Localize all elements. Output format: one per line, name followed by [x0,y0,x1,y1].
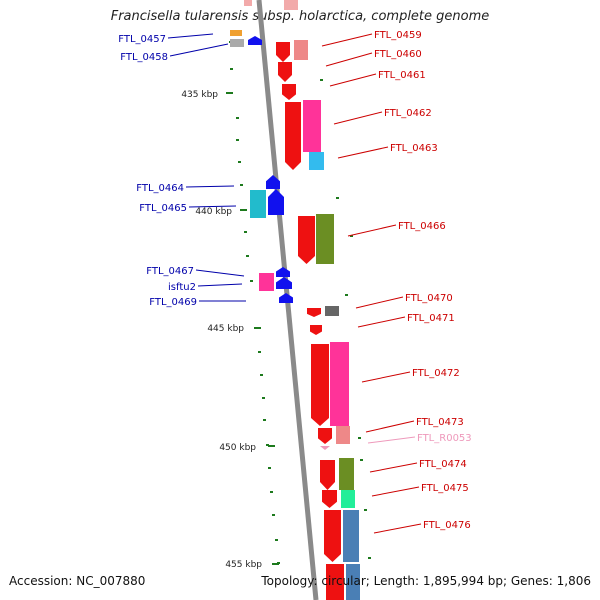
gene-label-FTL_0461: FTL_0461 [378,70,426,81]
gene-FTL_0476 [343,510,359,562]
leader-line [347,224,397,237]
scale-label: 435 kbp [181,90,218,100]
gene-label-FTL_0467: FTL_0467 [146,266,194,277]
leader-line [365,420,415,433]
leader-line [195,269,245,277]
leader-line [197,283,243,287]
leader-line [188,205,237,208]
gene-isftu2 [276,267,290,277]
gene-FTL_0467 [259,273,274,291]
gene-partial [346,564,360,600]
leader-line [329,73,377,87]
gene-FTL_0470 [325,306,339,316]
gene-label-FTL_0459: FTL_0459 [374,30,422,41]
gene-FTL_0471 [310,325,322,335]
gene-FTL_0457 [230,30,242,36]
leader-line [357,316,406,328]
gene-label-FTL_0471: FTL_0471 [407,313,455,324]
gene-label-FTL_0464: FTL_0464 [136,183,184,194]
gene-label-FTL_0474: FTL_0474 [419,459,467,470]
gene-partial [284,0,298,10]
scale-label: 445 kbp [207,324,244,334]
leader-line [369,462,418,473]
gene-FTL_0474 [339,458,354,490]
gene-FTL_0465 [250,190,266,218]
gene-label-FTL_0458: FTL_0458 [120,52,168,63]
gene-FTL_0472-a [311,344,329,426]
gene-FTL_0475-a [322,490,337,508]
gene-FTL_R0053 [320,446,330,450]
gene-partial [244,0,252,6]
gene-FTL_0460-b [278,62,292,82]
gene-partial [326,564,344,600]
leader-line [321,33,373,47]
gene-FTL_0461 [282,84,296,100]
gene-label-FTL_0476: FTL_0476 [423,520,471,531]
genome-summary: Topology: circular; Length: 1,895,994 bp… [261,574,591,588]
gene-FTL_0464 [266,175,280,189]
gene-FTL_0470-a [307,308,321,317]
gene-FTL_0466 [316,214,334,264]
scale-label: 455 kbp [225,560,262,570]
gene-FTL_0466-a [298,216,315,264]
gene-FTL_0473 [336,426,350,444]
gene-arrow-reverse [248,36,262,45]
gene-label-FTL_R0053: FTL_R0053 [417,433,472,444]
leader-line [337,146,389,159]
scale-label: 450 kbp [219,443,256,453]
gene-label-FTL_0457: FTL_0457 [118,34,166,45]
gene-FTL_0462-a [285,102,301,170]
gene-label-FTL_0475: FTL_0475 [421,483,469,494]
leader-line [325,52,373,67]
gene-label-FTL_0472: FTL_0472 [412,368,460,379]
gene-label-FTL_0470: FTL_0470 [405,293,453,304]
gene-FTL_0463 [309,152,324,170]
gene-label-isftu2: isftu2 [168,282,196,293]
gene-label-FTL_0462: FTL_0462 [384,108,432,119]
leader-line [371,486,420,497]
gene-FTL_0459 [294,40,308,60]
leader-line [367,436,416,444]
gene-FTL_0462 [303,100,321,152]
gene-FTL_0472 [330,342,349,426]
gene-FTL_0464-b [268,189,284,215]
gene-label-FTL_0463: FTL_0463 [390,143,438,154]
map-title: Francisella tularensis subsp. holarctica… [110,9,490,24]
leader-line [373,523,422,534]
gene-FTL_0458 [230,39,244,47]
gene-label-FTL_0473: FTL_0473 [416,417,464,428]
leader-line [185,185,235,188]
gene-label-FTL_0465: FTL_0465 [139,203,187,214]
gene-FTL_0460 [276,42,290,62]
gene-isftu2-b [276,277,292,289]
leader-line [361,371,411,383]
leader-line [169,43,229,57]
gene-FTL_0473-a [318,428,332,444]
gene-label-FTL_0469: FTL_0469 [149,297,197,308]
leader-line [355,296,404,309]
scale-label: 440 kbp [195,207,232,217]
gene-label-FTL_0460: FTL_0460 [374,49,422,60]
leader-line [333,111,383,125]
gene-FTL_0474-a [320,460,335,490]
leader-line [167,33,214,39]
accession-text: Accession: NC_007880 [9,574,146,588]
gene-label-FTL_0466: FTL_0466 [398,221,446,232]
gene-FTL_0469 [279,293,293,303]
gene-FTL_0475 [341,490,355,508]
gene-FTL_0476-a [324,510,341,562]
